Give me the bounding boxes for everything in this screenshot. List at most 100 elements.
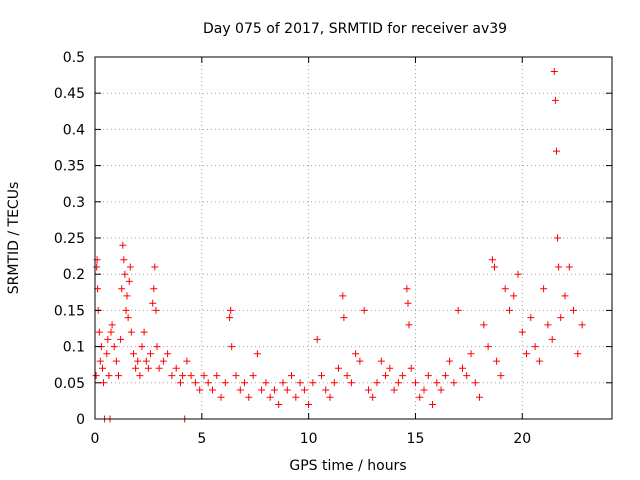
data-point: [226, 314, 234, 322]
data-point: [253, 350, 261, 358]
data-point: [232, 372, 240, 380]
data-point: [574, 350, 582, 358]
data-point: [103, 350, 111, 358]
y-tick-label: 0.2: [63, 267, 85, 283]
data-point: [514, 270, 522, 278]
data-point: [132, 364, 140, 372]
y-tick-label: 0.25: [54, 231, 85, 247]
data-point: [578, 321, 586, 329]
data-point: [340, 314, 348, 322]
data-point: [554, 234, 561, 242]
data-point: [123, 292, 131, 300]
data-point: [172, 364, 180, 372]
data-point: [152, 306, 160, 314]
data-point: [122, 306, 130, 314]
data-point: [335, 364, 342, 372]
data-point: [213, 372, 221, 380]
data-point: [93, 263, 101, 271]
data-point: [501, 285, 509, 293]
data-point: [227, 306, 235, 314]
data-point: [551, 96, 559, 104]
data-point: [557, 314, 565, 322]
data-point: [399, 372, 407, 380]
data-point: [365, 386, 372, 394]
data-point: [565, 263, 573, 271]
data-point: [140, 328, 148, 336]
data-point: [548, 335, 556, 343]
data-point: [110, 343, 118, 351]
data-point: [118, 285, 126, 293]
data-point: [441, 372, 449, 380]
data-point: [177, 379, 184, 387]
data-point: [570, 306, 577, 314]
data-point: [99, 364, 106, 372]
data-point: [437, 386, 445, 394]
x-tick-label: 0: [91, 431, 100, 447]
data-point: [108, 321, 116, 329]
data-point: [151, 263, 159, 271]
data-point: [262, 379, 270, 387]
data-point: [382, 372, 389, 380]
data-point: [550, 68, 558, 75]
data-point: [92, 372, 100, 380]
data-point: [271, 386, 278, 394]
data-point: [112, 357, 120, 365]
data-point: [130, 350, 137, 358]
data-point: [510, 292, 518, 300]
data-point: [446, 357, 454, 365]
data-point: [497, 372, 505, 380]
data-point: [471, 379, 479, 387]
data-point: [150, 285, 158, 293]
data-point: [322, 386, 330, 394]
y-tick-label: 0.35: [54, 159, 85, 175]
data-point: [527, 314, 535, 322]
data-point: [553, 147, 560, 155]
data-point: [125, 277, 133, 285]
data-point: [292, 393, 300, 401]
data-point: [275, 401, 283, 408]
data-point: [168, 372, 176, 380]
data-point: [390, 386, 398, 394]
data-point: [518, 328, 526, 336]
data-point: [115, 372, 122, 380]
data-point: [258, 386, 266, 394]
data-point: [305, 401, 313, 408]
data-point: [373, 379, 381, 387]
data-point: [204, 379, 212, 387]
data-point: [107, 328, 115, 336]
data-point: [506, 306, 513, 314]
data-point: [555, 263, 563, 271]
data-point: [463, 372, 471, 380]
data-point: [136, 372, 144, 380]
y-tick-label: 0.4: [63, 122, 85, 138]
data-point: [347, 379, 355, 387]
axis-ticks: 0 0.05 0.1 0.15 0.2 0.25 0.3 0.35 0.4 0.45 0.5 0 5 10…: [54, 50, 612, 447]
data-point: [544, 321, 552, 329]
y-tick-label: 0.3: [63, 195, 85, 211]
data-point: [279, 379, 287, 387]
data-point: [159, 357, 167, 365]
data-point: [149, 299, 157, 307]
data-point: [217, 393, 225, 401]
y-axis-label: SRMTID / TECUs: [6, 182, 22, 295]
data-point: [491, 263, 498, 271]
data-point: [153, 343, 161, 351]
y-tick-label: 0.45: [54, 86, 85, 102]
data-point: [117, 335, 125, 343]
data-point: [313, 335, 321, 343]
data-point: [405, 321, 413, 329]
y-tick-label: 0: [76, 412, 85, 428]
data-point: [369, 393, 377, 401]
y-tick-label: 0.5: [63, 50, 85, 66]
data-point: [187, 372, 195, 380]
data-point: [105, 372, 113, 380]
data-point: [96, 357, 104, 365]
data-point: [531, 343, 539, 351]
data-point: [200, 372, 208, 380]
data-point: [126, 263, 134, 271]
data-point: [343, 372, 351, 380]
data-point: [196, 386, 204, 394]
data-point: [561, 292, 569, 300]
data-point: [377, 357, 385, 365]
